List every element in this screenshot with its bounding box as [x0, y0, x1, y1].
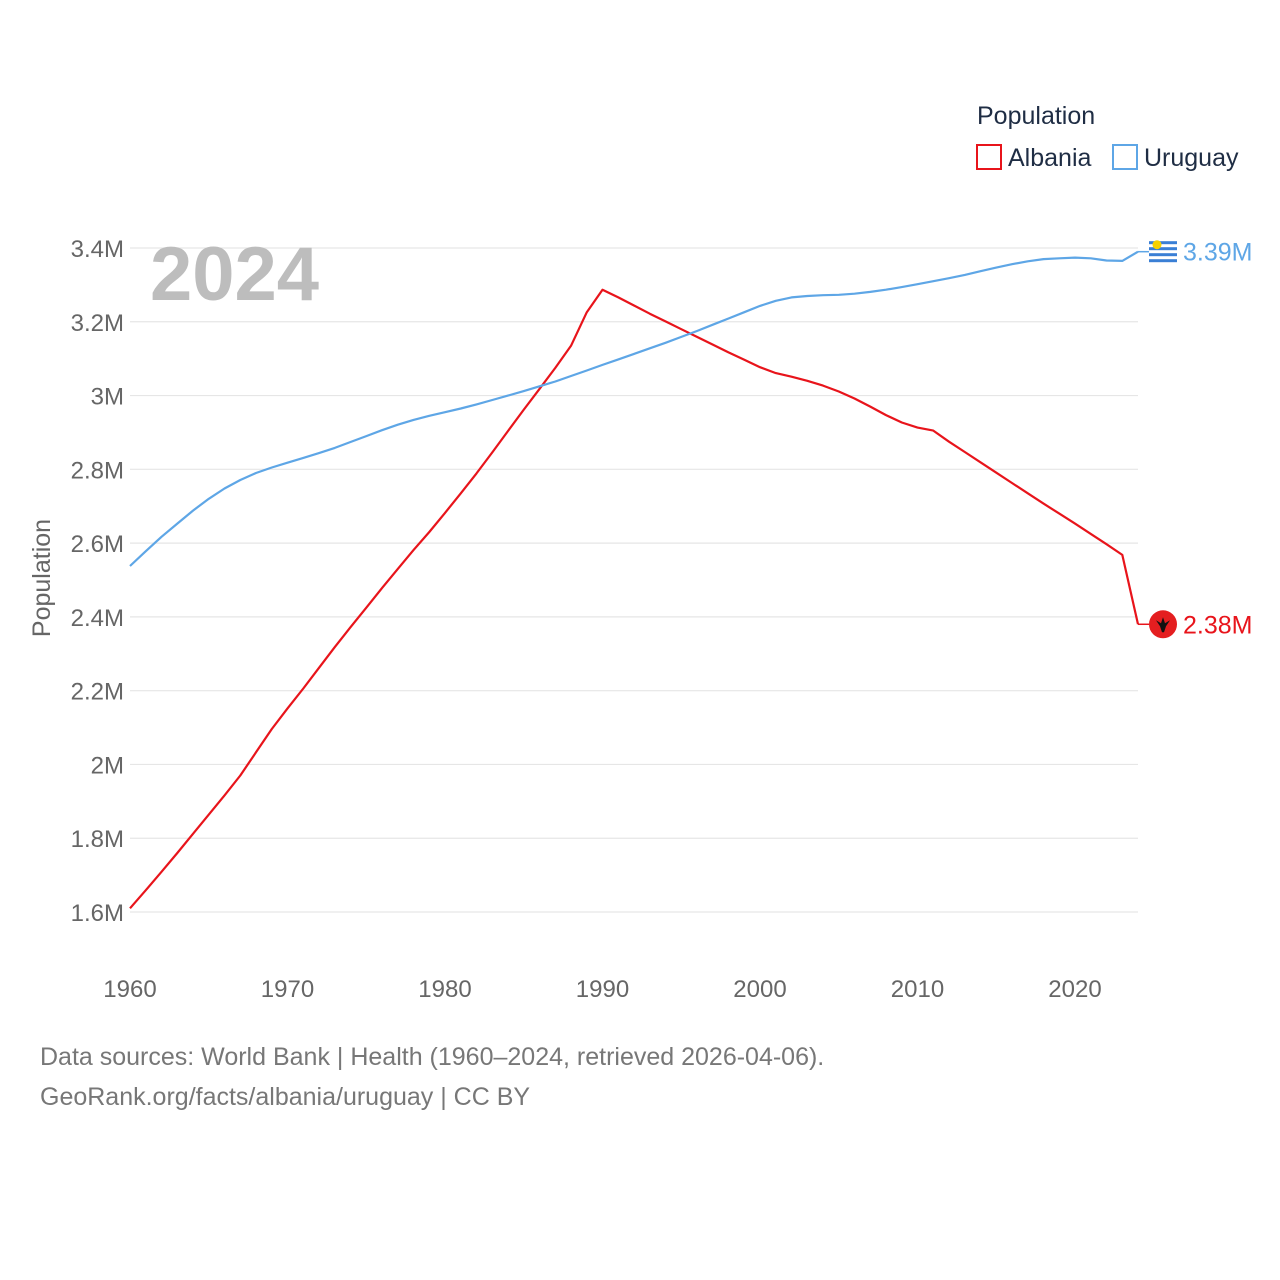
series-line-uruguay[interactable]	[129, 250, 1139, 567]
x-axis-ticks: 1960 1970 1980 1990 2000 2010 2020	[103, 976, 1101, 1003]
x-tick-label: 2000	[733, 976, 786, 1003]
x-tick-label: 1980	[418, 976, 471, 1003]
y-tick-label: 2.4M	[71, 605, 124, 632]
flag-stripe	[1149, 259, 1177, 263]
legend-swatch-uruguay	[1112, 144, 1138, 170]
series-line-albania[interactable]	[129, 288, 1140, 910]
legend-item-albania[interactable]: Albania	[976, 144, 1091, 172]
x-tick-label: 1970	[261, 976, 314, 1003]
sun-of-may	[1152, 240, 1162, 250]
gridlines	[130, 247, 1138, 913]
eagle-emblem	[1156, 617, 1170, 633]
end-value-label-uruguay: 3.39M	[1183, 239, 1252, 267]
footer-sources: Data sources: World Bank | Health (1960–…	[40, 1043, 825, 1071]
x-tick-label: 2010	[891, 976, 944, 1003]
legend-item-uruguay[interactable]: Uruguay	[1112, 144, 1239, 172]
flag-stripe	[1149, 253, 1177, 257]
flag-stripe	[1149, 241, 1177, 245]
flag-stripe	[1149, 247, 1177, 251]
y-axis-ticks: 1.6M 1.8M 2M 2.2M 2.4M 2.6M 2.8M 3M 3.2M 3.4M	[71, 236, 124, 927]
albania-flag-icon	[1138, 610, 1177, 639]
y-tick-label: 2M	[91, 752, 124, 779]
y-tick-label: 3M	[91, 384, 124, 411]
end-value-label-albania: 2.38M	[1183, 611, 1252, 639]
uruguay-flag-icon	[1138, 237, 1177, 266]
year-overlay: 2024	[150, 232, 319, 317]
legend-label-albania: Albania	[1008, 144, 1091, 172]
y-tick-label: 2.8M	[71, 457, 124, 484]
y-tick-label: 3.4M	[71, 236, 124, 263]
legend-swatch-albania	[976, 144, 1002, 170]
series-endpoints: 2.38M 3.39M	[1138, 237, 1252, 639]
y-tick-label: 1.8M	[71, 826, 124, 853]
x-tick-label: 2020	[1048, 976, 1101, 1003]
x-tick-label: 1990	[576, 976, 629, 1003]
legend-label-uruguay: Uruguay	[1144, 144, 1239, 172]
y-tick-label: 3.2M	[71, 310, 124, 337]
legend-title: Population	[977, 102, 1095, 130]
y-tick-label: 2.6M	[71, 531, 124, 558]
series-lines	[129, 250, 1140, 910]
x-tick-label: 1960	[103, 976, 156, 1003]
footer-link[interactable]: GeoRank.org/facts/albania/uruguay | CC B…	[40, 1083, 531, 1111]
y-tick-label: 1.6M	[71, 900, 124, 927]
y-tick-label: 2.2M	[71, 679, 124, 706]
y-axis-label: Population	[28, 519, 56, 637]
legend: Population Albania Uruguay	[976, 102, 1239, 172]
